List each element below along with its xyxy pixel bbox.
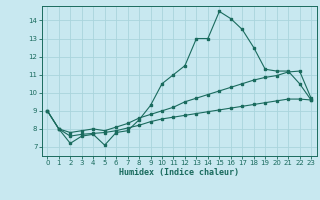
X-axis label: Humidex (Indice chaleur): Humidex (Indice chaleur): [119, 168, 239, 177]
